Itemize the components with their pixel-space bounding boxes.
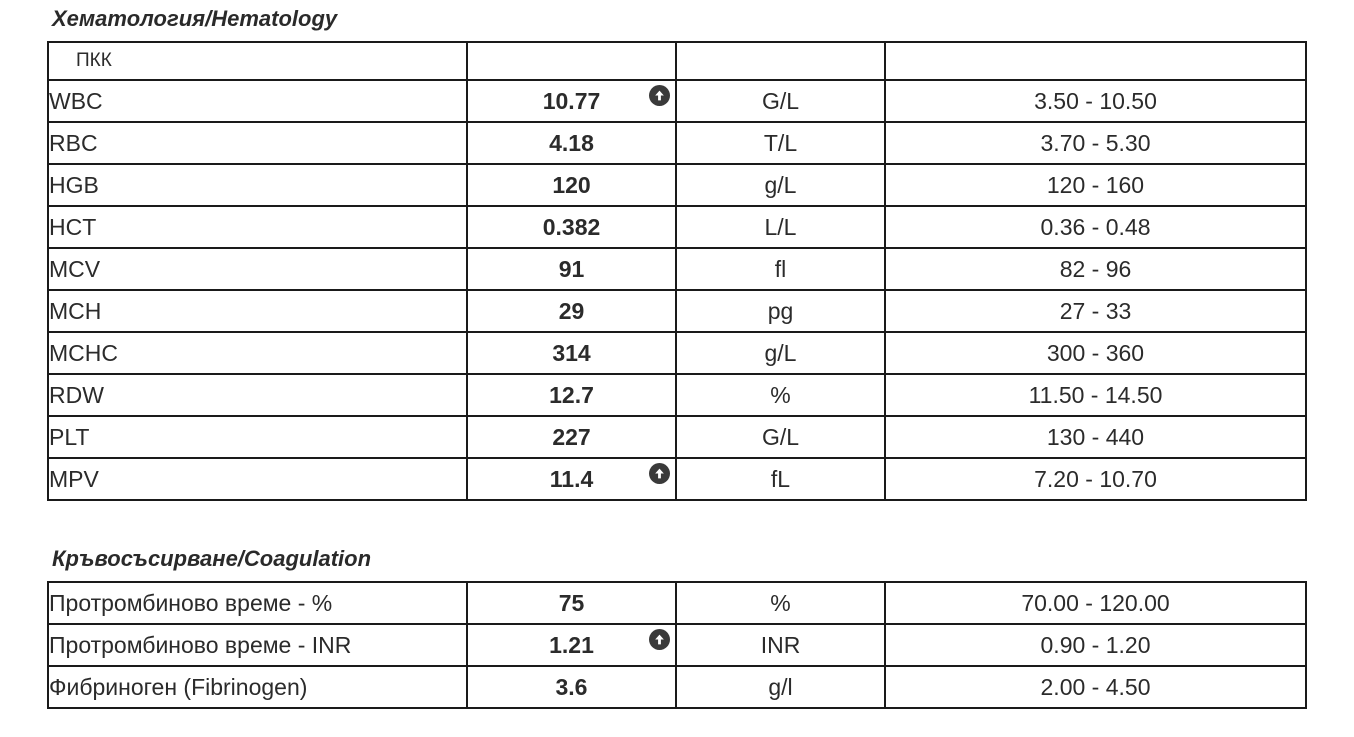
result-row: MCHC 314 g/L 300 - 360 bbox=[47, 331, 1307, 375]
test-name: Фибриноген (Fibrinogen) bbox=[47, 665, 468, 709]
test-name: MCV bbox=[47, 247, 468, 291]
reference-range: 0.36 - 0.48 bbox=[884, 205, 1307, 249]
result-value: 120 bbox=[552, 171, 591, 198]
coagulation-table: Протромбиново време - % 75 % 70.00 - 120… bbox=[47, 581, 1307, 709]
result-row: Протромбиново време - INR 1.21 INR 0.90 … bbox=[47, 623, 1307, 667]
result-value-cell: 12.7 bbox=[466, 373, 677, 417]
result-value-cell: 4.18 bbox=[466, 121, 677, 165]
result-value: 3.6 bbox=[555, 673, 588, 700]
reference-range: 0.90 - 1.20 bbox=[884, 623, 1307, 667]
reference-range: 130 - 440 bbox=[884, 415, 1307, 459]
result-unit: L/L bbox=[675, 205, 886, 249]
test-name: Протромбиново време - % bbox=[47, 581, 468, 625]
arrow-up-circle-icon bbox=[649, 629, 670, 650]
empty-header-cell bbox=[466, 41, 677, 81]
test-name: HCT bbox=[47, 205, 468, 249]
result-value: 75 bbox=[558, 589, 585, 616]
result-row: PLT 227 G/L 130 - 440 bbox=[47, 415, 1307, 459]
reference-range: 70.00 - 120.00 bbox=[884, 581, 1307, 625]
result-value-cell: 29 bbox=[466, 289, 677, 333]
result-unit: g/l bbox=[675, 665, 886, 709]
hematology-title: Хематология/Hematology bbox=[52, 6, 338, 31]
result-row: MCV 91 fl 82 - 96 bbox=[47, 247, 1307, 291]
result-unit: pg bbox=[675, 289, 886, 333]
result-row: RDW 12.7 % 11.50 - 14.50 bbox=[47, 373, 1307, 417]
result-value-cell: 11.4 bbox=[466, 457, 677, 501]
result-value-cell: 0.382 bbox=[466, 205, 677, 249]
test-name: PLT bbox=[47, 415, 468, 459]
result-value: 227 bbox=[552, 423, 591, 450]
result-value-cell: 91 bbox=[466, 247, 677, 291]
result-unit: T/L bbox=[675, 121, 886, 165]
result-row: HGB 120 g/L 120 - 160 bbox=[47, 163, 1307, 207]
reference-range: 3.70 - 5.30 bbox=[884, 121, 1307, 165]
test-name: WBC bbox=[47, 79, 468, 123]
result-value-cell: 227 bbox=[466, 415, 677, 459]
result-value: 91 bbox=[558, 255, 585, 282]
reference-range: 120 - 160 bbox=[884, 163, 1307, 207]
result-value-cell: 3.6 bbox=[466, 665, 677, 709]
result-value: 4.18 bbox=[549, 129, 594, 156]
arrow-up-circle-icon bbox=[649, 463, 670, 484]
test-name: RBC bbox=[47, 121, 468, 165]
result-row: MCH 29 pg 27 - 33 bbox=[47, 289, 1307, 333]
hematology-header-row: ПКК bbox=[47, 41, 1307, 81]
test-name: MCH bbox=[47, 289, 468, 333]
result-value: 0.382 bbox=[542, 213, 601, 240]
result-unit: % bbox=[675, 373, 886, 417]
result-value: 10.77 bbox=[542, 87, 601, 114]
result-value-cell: 10.77 bbox=[466, 79, 677, 123]
result-value: 11.4 bbox=[549, 465, 594, 492]
reference-range: 82 - 96 bbox=[884, 247, 1307, 291]
result-value: 1.21 bbox=[549, 631, 594, 658]
result-row: RBC 4.18 T/L 3.70 - 5.30 bbox=[47, 121, 1307, 165]
result-row: MPV 11.4 fL 7.20 - 10.70 bbox=[47, 457, 1307, 501]
result-unit: INR bbox=[675, 623, 886, 667]
test-name: RDW bbox=[47, 373, 468, 417]
reference-range: 27 - 33 bbox=[884, 289, 1307, 333]
result-unit: fL bbox=[675, 457, 886, 501]
hematology-table: ПКК WBC 10.77 G/L 3.50 - 10.50 RBC 4.18 … bbox=[47, 41, 1307, 501]
result-value-cell: 1.21 bbox=[466, 623, 677, 667]
result-row: HCT 0.382 L/L 0.36 - 0.48 bbox=[47, 205, 1307, 249]
result-row: WBC 10.77 G/L 3.50 - 10.50 bbox=[47, 79, 1307, 123]
reference-range: 11.50 - 14.50 bbox=[884, 373, 1307, 417]
reference-range: 3.50 - 10.50 bbox=[884, 79, 1307, 123]
result-row: Фибриноген (Fibrinogen) 3.6 g/l 2.00 - 4… bbox=[47, 665, 1307, 709]
result-value-cell: 120 bbox=[466, 163, 677, 207]
result-unit: G/L bbox=[675, 79, 886, 123]
panel-label: ПКК bbox=[47, 41, 468, 81]
test-name: Протромбиново време - INR bbox=[47, 623, 468, 667]
result-value: 314 bbox=[552, 339, 591, 366]
result-unit: g/L bbox=[675, 163, 886, 207]
result-unit: g/L bbox=[675, 331, 886, 375]
result-unit: % bbox=[675, 581, 886, 625]
result-unit: fl bbox=[675, 247, 886, 291]
test-name: MCHC bbox=[47, 331, 468, 375]
result-value: 12.7 bbox=[549, 381, 594, 408]
result-value-cell: 314 bbox=[466, 331, 677, 375]
arrow-up-circle-icon bbox=[649, 85, 670, 106]
result-row: Протромбиново време - % 75 % 70.00 - 120… bbox=[47, 581, 1307, 625]
empty-header-cell bbox=[675, 41, 886, 81]
reference-range: 300 - 360 bbox=[884, 331, 1307, 375]
test-name: HGB bbox=[47, 163, 468, 207]
empty-header-cell bbox=[884, 41, 1307, 81]
coagulation-title: Кръвосъсирване/Coagulation bbox=[52, 546, 372, 571]
reference-range: 7.20 - 10.70 bbox=[884, 457, 1307, 501]
result-value: 29 bbox=[558, 297, 585, 324]
reference-range: 2.00 - 4.50 bbox=[884, 665, 1307, 709]
result-unit: G/L bbox=[675, 415, 886, 459]
result-value-cell: 75 bbox=[466, 581, 677, 625]
test-name: MPV bbox=[47, 457, 468, 501]
